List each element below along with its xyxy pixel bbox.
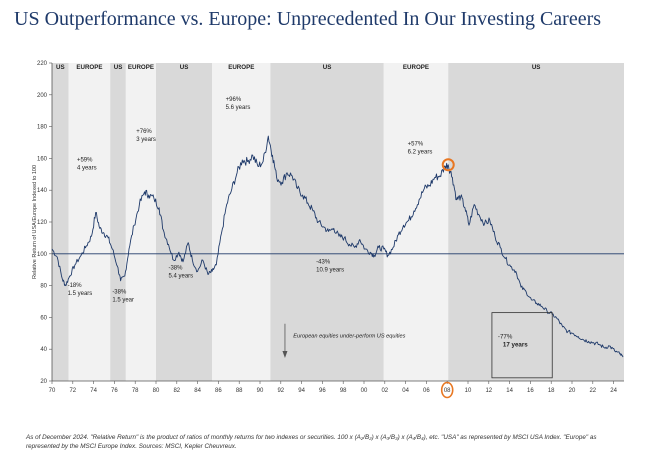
decline-box-label: -77%: [498, 334, 513, 341]
y-tick-label: 180: [37, 125, 48, 131]
regime-label: EUROPE: [128, 64, 154, 71]
y-tick-label: 20: [40, 379, 47, 385]
x-tick-label: 82: [173, 388, 180, 394]
annotation-label: +57%: [408, 142, 424, 148]
annotation-label: 1.5 year: [112, 298, 134, 304]
y-tick-label: 220: [37, 61, 48, 67]
annotation-label: +96%: [226, 97, 242, 103]
x-tick-label: 96: [319, 388, 326, 394]
regime-band-europe: [383, 63, 449, 381]
regime-band-us: [52, 63, 69, 381]
regime-band-europe: [212, 63, 271, 381]
note-text: European equities under-perform US equit…: [293, 333, 405, 339]
y-tick-label: 200: [37, 93, 48, 99]
annotation-label: 1.5 years: [68, 291, 93, 297]
annotation-label: -43%: [316, 259, 331, 265]
footnote-line-2: represented by the MSCI Europe Index. So…: [26, 442, 237, 450]
x-tick-label: 04: [402, 388, 409, 394]
chart-title: US Outperformance vs. Europe: Unpreceden…: [14, 8, 602, 30]
y-tick-label: 160: [37, 156, 48, 162]
x-tick-label: 90: [257, 388, 264, 394]
annotation-label: 10.9 years: [316, 267, 344, 273]
regime-label: US: [532, 64, 541, 71]
regime-label: US: [56, 64, 65, 71]
x-tick-label: 24: [610, 388, 617, 394]
y-tick-label: 140: [37, 188, 48, 194]
x-tick-label: 08: [444, 388, 451, 394]
x-tick-label: 98: [340, 388, 347, 394]
regime-band-us: [110, 63, 126, 381]
x-tick-label: 78: [132, 388, 139, 394]
peak-highlight-circle: [441, 158, 455, 172]
x-tick-label: 12: [485, 388, 492, 394]
x-tick-label: 80: [153, 388, 160, 394]
regime-label: US: [114, 64, 123, 71]
decline-box-label: 17 years: [503, 342, 528, 349]
x-tick-label: 84: [194, 388, 201, 394]
series-line: [51, 135, 624, 358]
y-tick-label: 100: [37, 252, 48, 258]
x-tick-label: 06: [423, 388, 430, 394]
x-tick-label: 88: [236, 388, 243, 394]
regime-band-europe: [68, 63, 111, 381]
regime-band-europe: [125, 63, 156, 381]
x-tick-label: 16: [527, 388, 534, 394]
annotation-label: -18%: [68, 283, 83, 289]
annotation-label: +76%: [136, 129, 152, 135]
regime-label: US: [323, 64, 332, 71]
y-axis-title: Relative Return of USA/Europe Indexed to…: [32, 165, 38, 279]
x-tick-label: 86: [215, 388, 222, 394]
y-tick-label: 80: [40, 284, 47, 290]
annotation-label: -38%: [168, 266, 183, 272]
y-tick-label: 60: [40, 315, 47, 321]
annotation-label: 5.6 years: [226, 105, 251, 111]
regime-label: EUROPE: [228, 64, 254, 71]
regime-band-us: [156, 63, 213, 381]
x-tick-label: 10: [465, 388, 472, 394]
x-tick-label: 76: [111, 388, 118, 394]
x-tick-label: 02: [381, 388, 388, 394]
x-tick-label: 22: [589, 388, 596, 394]
regime-band-us: [270, 63, 384, 381]
chart-svg: US EUROPE US EUROPE US EUROPE US EUROPE US 20 40 60…: [32, 61, 624, 399]
x-tick-label: 72: [69, 388, 76, 394]
x-tick-label: 74: [90, 388, 97, 394]
footnote: As of December 2024. "Relative Return" i…: [26, 434, 646, 451]
x-tick-label: 94: [298, 388, 305, 394]
x-tick-label: 00: [361, 388, 368, 394]
regime-label: US: [180, 64, 189, 71]
decline-box: [491, 312, 553, 379]
x-tick-label: 20: [569, 388, 576, 394]
regime-label: EUROPE: [403, 64, 429, 71]
annotation-label: +59%: [77, 158, 93, 164]
y-tick-label: 40: [40, 347, 47, 353]
x-tick-label: 92: [277, 388, 284, 394]
regime-band-us: [448, 63, 624, 381]
x-tick-label: 70: [49, 388, 56, 394]
annotation-label: -38%: [112, 290, 127, 296]
regime-label: EUROPE: [76, 64, 102, 71]
annotation-label: 5.4 years: [168, 274, 193, 280]
annotation-label: 6.2 years: [408, 150, 433, 156]
tick-highlight-circle: [440, 381, 454, 399]
annotation-label: 4 years: [77, 166, 97, 172]
footnote-line-1: As of December 2024. "Relative Return" i…: [26, 434, 597, 441]
y-tick-label: 120: [37, 220, 48, 226]
annotation-label: 3 years: [136, 137, 156, 143]
x-tick-label: 14: [506, 388, 513, 394]
x-tick-label: 18: [548, 388, 555, 394]
note-arrow-head: [282, 350, 288, 358]
